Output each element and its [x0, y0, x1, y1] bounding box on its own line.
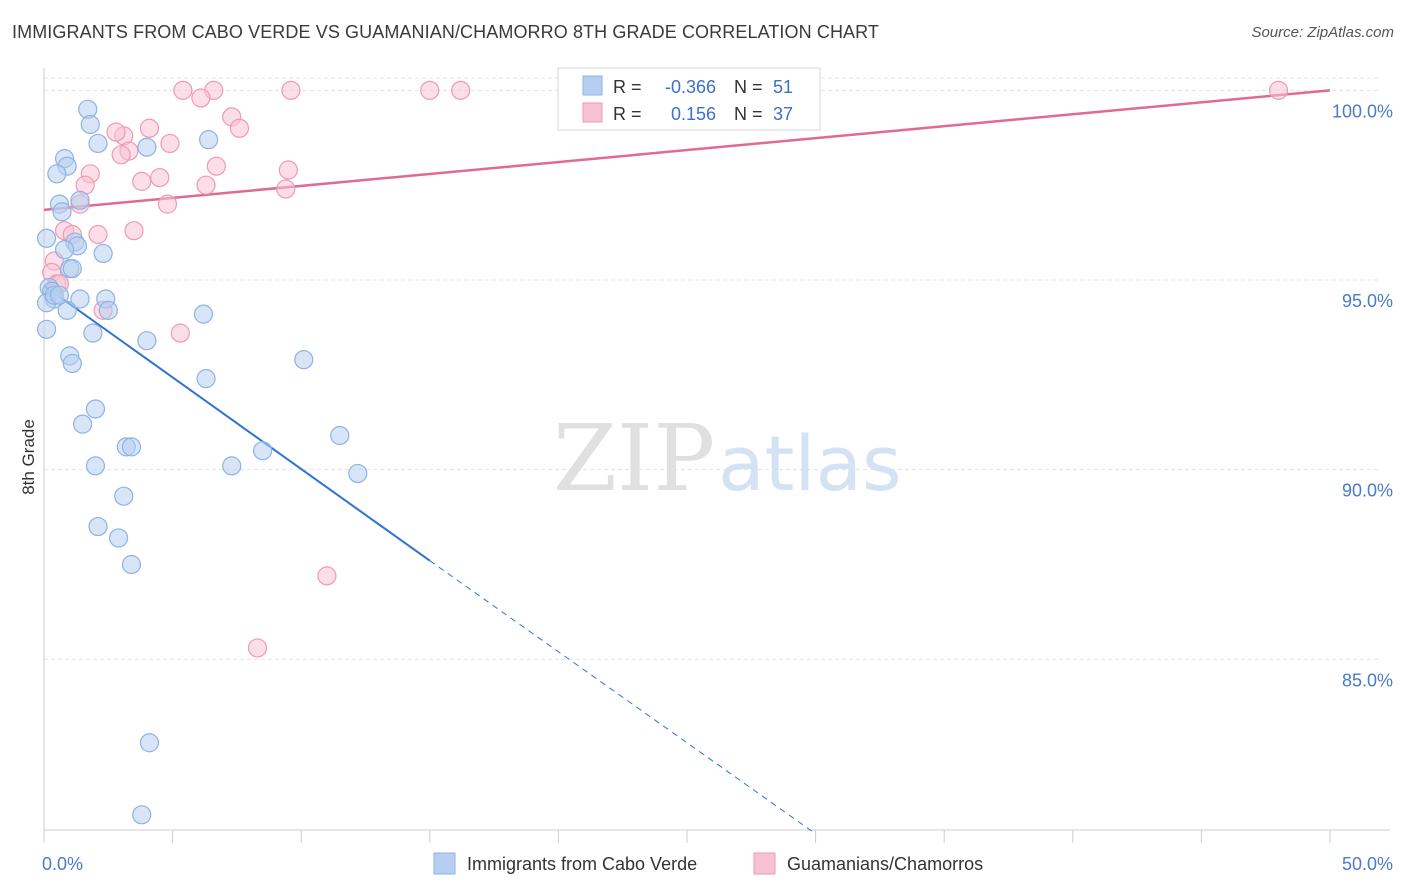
point-cabo-verde [98, 300, 118, 320]
axis-layer: 85.0% 90.0% 95.0% 100.0% 0.0% 50.0% [42, 68, 1393, 874]
point-guamanian [106, 122, 126, 142]
point-cabo-verde [196, 369, 216, 389]
point-cabo-verde [70, 190, 90, 210]
series-legend-swatch-blue [433, 852, 456, 875]
point-cabo-verde [121, 554, 142, 575]
y-tick-label: 90.0% [1342, 481, 1393, 501]
legend-n-value-1: 51 [773, 77, 793, 97]
trendline-guamanian [43, 89, 1331, 212]
point-cabo-verde [139, 733, 160, 753]
point-guamanian [196, 175, 216, 195]
point-cabo-verde [62, 259, 82, 279]
point-cabo-verde [70, 289, 90, 309]
point-cabo-verde [294, 350, 314, 370]
point-guamanian [150, 167, 170, 188]
point-cabo-verde [83, 323, 103, 343]
point-guamanian [124, 221, 144, 241]
point-guamanian [191, 88, 211, 108]
grid-layer [44, 77, 1380, 660]
point-cabo-verde [108, 528, 129, 548]
point-guamanian [281, 80, 301, 100]
x-tick-label-start: 0.0% [42, 854, 83, 874]
trend-layer [43, 89, 1331, 835]
point-cabo-verde [80, 114, 100, 135]
point-guamanian [247, 638, 268, 658]
point-guamanian [160, 133, 180, 154]
point-cabo-verde [88, 516, 108, 537]
point-guamanian [451, 80, 471, 100]
point-cabo-verde [137, 137, 157, 157]
point-cabo-verde [193, 304, 214, 324]
point-cabo-verde [88, 133, 108, 154]
watermark-zip: ZIP [553, 405, 715, 512]
point-guamanian [88, 224, 108, 245]
point-cabo-verde [47, 164, 67, 184]
legend-r-label-2: R = [613, 104, 642, 124]
point-cabo-verde [54, 240, 75, 260]
legend-r-label-1: R = [613, 77, 642, 97]
point-cabo-verde [114, 486, 134, 506]
series-legend-swatch-pink [753, 852, 776, 875]
point-guamanian [170, 323, 190, 343]
watermark: ZIP atlas [553, 405, 902, 512]
point-cabo-verde [330, 425, 350, 446]
point-guamanian [1268, 80, 1289, 100]
point-cabo-verde [36, 319, 57, 339]
point-guamanian [276, 179, 296, 199]
series-legend-label-blue: Immigrants from Cabo Verde [467, 854, 697, 874]
point-cabo-verde [57, 300, 77, 320]
trendline-cabo-verde [43, 284, 431, 562]
point-cabo-verde [62, 353, 82, 374]
point-cabo-verde [52, 202, 72, 222]
legend-r-value-1: -0.366 [665, 77, 716, 97]
point-cabo-verde [85, 456, 106, 476]
legend-n-label-1: N = [734, 77, 763, 97]
point-guamanian [420, 80, 440, 100]
point-guamanian [132, 171, 152, 191]
trendline-cabo-verde-extension [429, 560, 816, 835]
point-guamanian [206, 156, 226, 176]
point-guamanian [278, 160, 298, 180]
point-guamanian [157, 194, 178, 214]
legend-r-value-2: 0.156 [671, 104, 716, 124]
y-tick-label: 95.0% [1342, 291, 1393, 311]
point-cabo-verde [348, 463, 368, 484]
chart-title: IMMIGRANTS FROM CABO VERDE VS GUAMANIAN/… [12, 22, 880, 42]
series-legend: Immigrants from Cabo Verde Guamanians/Ch… [433, 852, 983, 875]
legend-n-label-2: N = [734, 104, 763, 124]
point-cabo-verde [36, 228, 57, 248]
legend-n-value-2: 37 [773, 104, 793, 124]
point-cabo-verde [199, 130, 219, 150]
point-cabo-verde [85, 399, 106, 419]
point-cabo-verde [132, 805, 152, 825]
point-guamanian [229, 118, 250, 138]
point-cabo-verde [137, 331, 157, 351]
point-guamanian [317, 566, 337, 586]
point-cabo-verde [93, 243, 113, 264]
point-cabo-verde [72, 414, 93, 434]
watermark-atlas: atlas [718, 419, 902, 508]
points-layer [36, 80, 1289, 825]
point-cabo-verde [222, 456, 242, 476]
legend-swatch-pink [582, 102, 603, 123]
point-guamanian [139, 118, 160, 138]
point-cabo-verde [121, 437, 142, 457]
point-cabo-verde [49, 285, 70, 305]
series-legend-label-pink: Guamanians/Chamorros [787, 854, 983, 874]
legend-swatch-blue [582, 75, 603, 96]
point-guamanian [111, 145, 131, 165]
point-guamanian [173, 80, 193, 100]
chart-source: Source: ZipAtlas.com [1251, 24, 1394, 41]
point-cabo-verde [253, 441, 273, 461]
y-axis-title: 8th Grade [19, 419, 38, 495]
correlation-legend: R = -0.366 N = 51 R = 0.156 N = 37 [557, 67, 821, 131]
y-tick-label: 100.0% [1332, 101, 1393, 121]
x-tick-label-end: 50.0% [1342, 854, 1393, 874]
y-tick-label: 85.0% [1342, 670, 1393, 690]
